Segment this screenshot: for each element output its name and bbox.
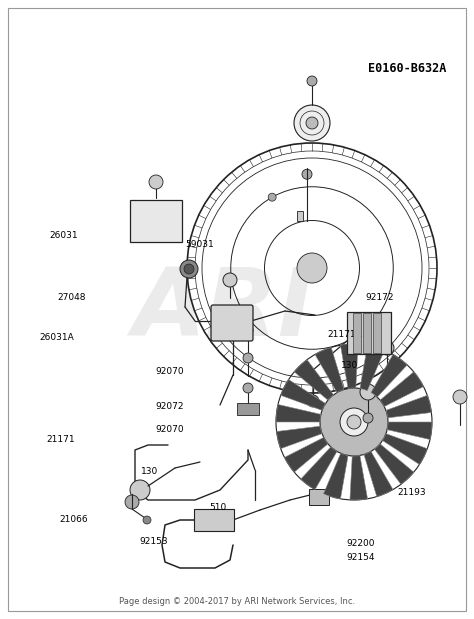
Text: 21066: 21066 [59, 516, 88, 524]
Wedge shape [301, 447, 337, 490]
FancyBboxPatch shape [211, 305, 253, 341]
Circle shape [380, 341, 394, 355]
Circle shape [294, 105, 330, 141]
Circle shape [340, 408, 368, 436]
Wedge shape [284, 438, 328, 472]
Circle shape [143, 516, 151, 524]
Circle shape [306, 117, 318, 129]
Circle shape [130, 480, 150, 500]
FancyBboxPatch shape [8, 8, 466, 611]
FancyBboxPatch shape [347, 312, 391, 354]
Text: 26031: 26031 [50, 231, 78, 240]
Wedge shape [315, 347, 344, 392]
Wedge shape [281, 379, 326, 410]
Circle shape [453, 390, 467, 404]
Wedge shape [380, 372, 423, 407]
Circle shape [307, 395, 319, 407]
Circle shape [297, 253, 327, 283]
FancyBboxPatch shape [130, 200, 182, 242]
FancyBboxPatch shape [373, 313, 381, 353]
FancyBboxPatch shape [297, 210, 303, 220]
Wedge shape [350, 456, 367, 500]
Text: 21193: 21193 [397, 488, 426, 496]
Text: 59031: 59031 [185, 240, 214, 249]
Text: ARI: ARI [132, 264, 313, 355]
FancyBboxPatch shape [363, 313, 371, 353]
Text: 130: 130 [141, 467, 158, 476]
Text: Page design © 2004-2017 by ARI Network Services, Inc.: Page design © 2004-2017 by ARI Network S… [119, 597, 355, 605]
Circle shape [347, 415, 361, 429]
Circle shape [180, 260, 198, 278]
Wedge shape [371, 355, 407, 397]
Text: 92070: 92070 [155, 425, 184, 434]
Circle shape [223, 273, 237, 287]
Wedge shape [386, 396, 431, 418]
Wedge shape [374, 444, 414, 484]
Text: 21171: 21171 [46, 435, 75, 444]
Circle shape [320, 388, 388, 456]
Circle shape [243, 353, 253, 363]
FancyBboxPatch shape [237, 403, 259, 415]
Text: 92153: 92153 [140, 537, 168, 546]
Text: 26031A: 26031A [39, 333, 73, 342]
Text: 510: 510 [210, 503, 227, 512]
Circle shape [149, 175, 163, 189]
Wedge shape [364, 451, 393, 496]
Circle shape [302, 169, 312, 180]
Wedge shape [277, 426, 322, 449]
Circle shape [268, 193, 276, 201]
Circle shape [243, 325, 253, 335]
Text: 27048: 27048 [57, 293, 85, 301]
Text: 92200: 92200 [346, 539, 374, 548]
Wedge shape [324, 453, 348, 499]
Text: E0160-B632A: E0160-B632A [368, 61, 446, 74]
Circle shape [307, 76, 317, 86]
FancyBboxPatch shape [194, 509, 234, 531]
Circle shape [363, 413, 373, 423]
Text: 92154: 92154 [346, 553, 374, 561]
Text: 130: 130 [341, 361, 358, 370]
FancyBboxPatch shape [353, 313, 361, 353]
Circle shape [360, 384, 376, 400]
Text: 92070: 92070 [155, 367, 184, 376]
Circle shape [365, 322, 373, 331]
Circle shape [243, 313, 251, 321]
Wedge shape [360, 345, 384, 391]
Text: 92072: 92072 [155, 402, 184, 411]
Wedge shape [276, 404, 321, 422]
Circle shape [243, 383, 253, 393]
Circle shape [125, 495, 139, 509]
FancyBboxPatch shape [309, 489, 329, 505]
Circle shape [184, 264, 194, 274]
Text: 92172: 92172 [365, 293, 393, 301]
Text: 21171A: 21171A [327, 330, 362, 339]
Wedge shape [383, 434, 427, 464]
Wedge shape [294, 360, 334, 400]
Wedge shape [340, 344, 358, 389]
Wedge shape [387, 422, 432, 439]
